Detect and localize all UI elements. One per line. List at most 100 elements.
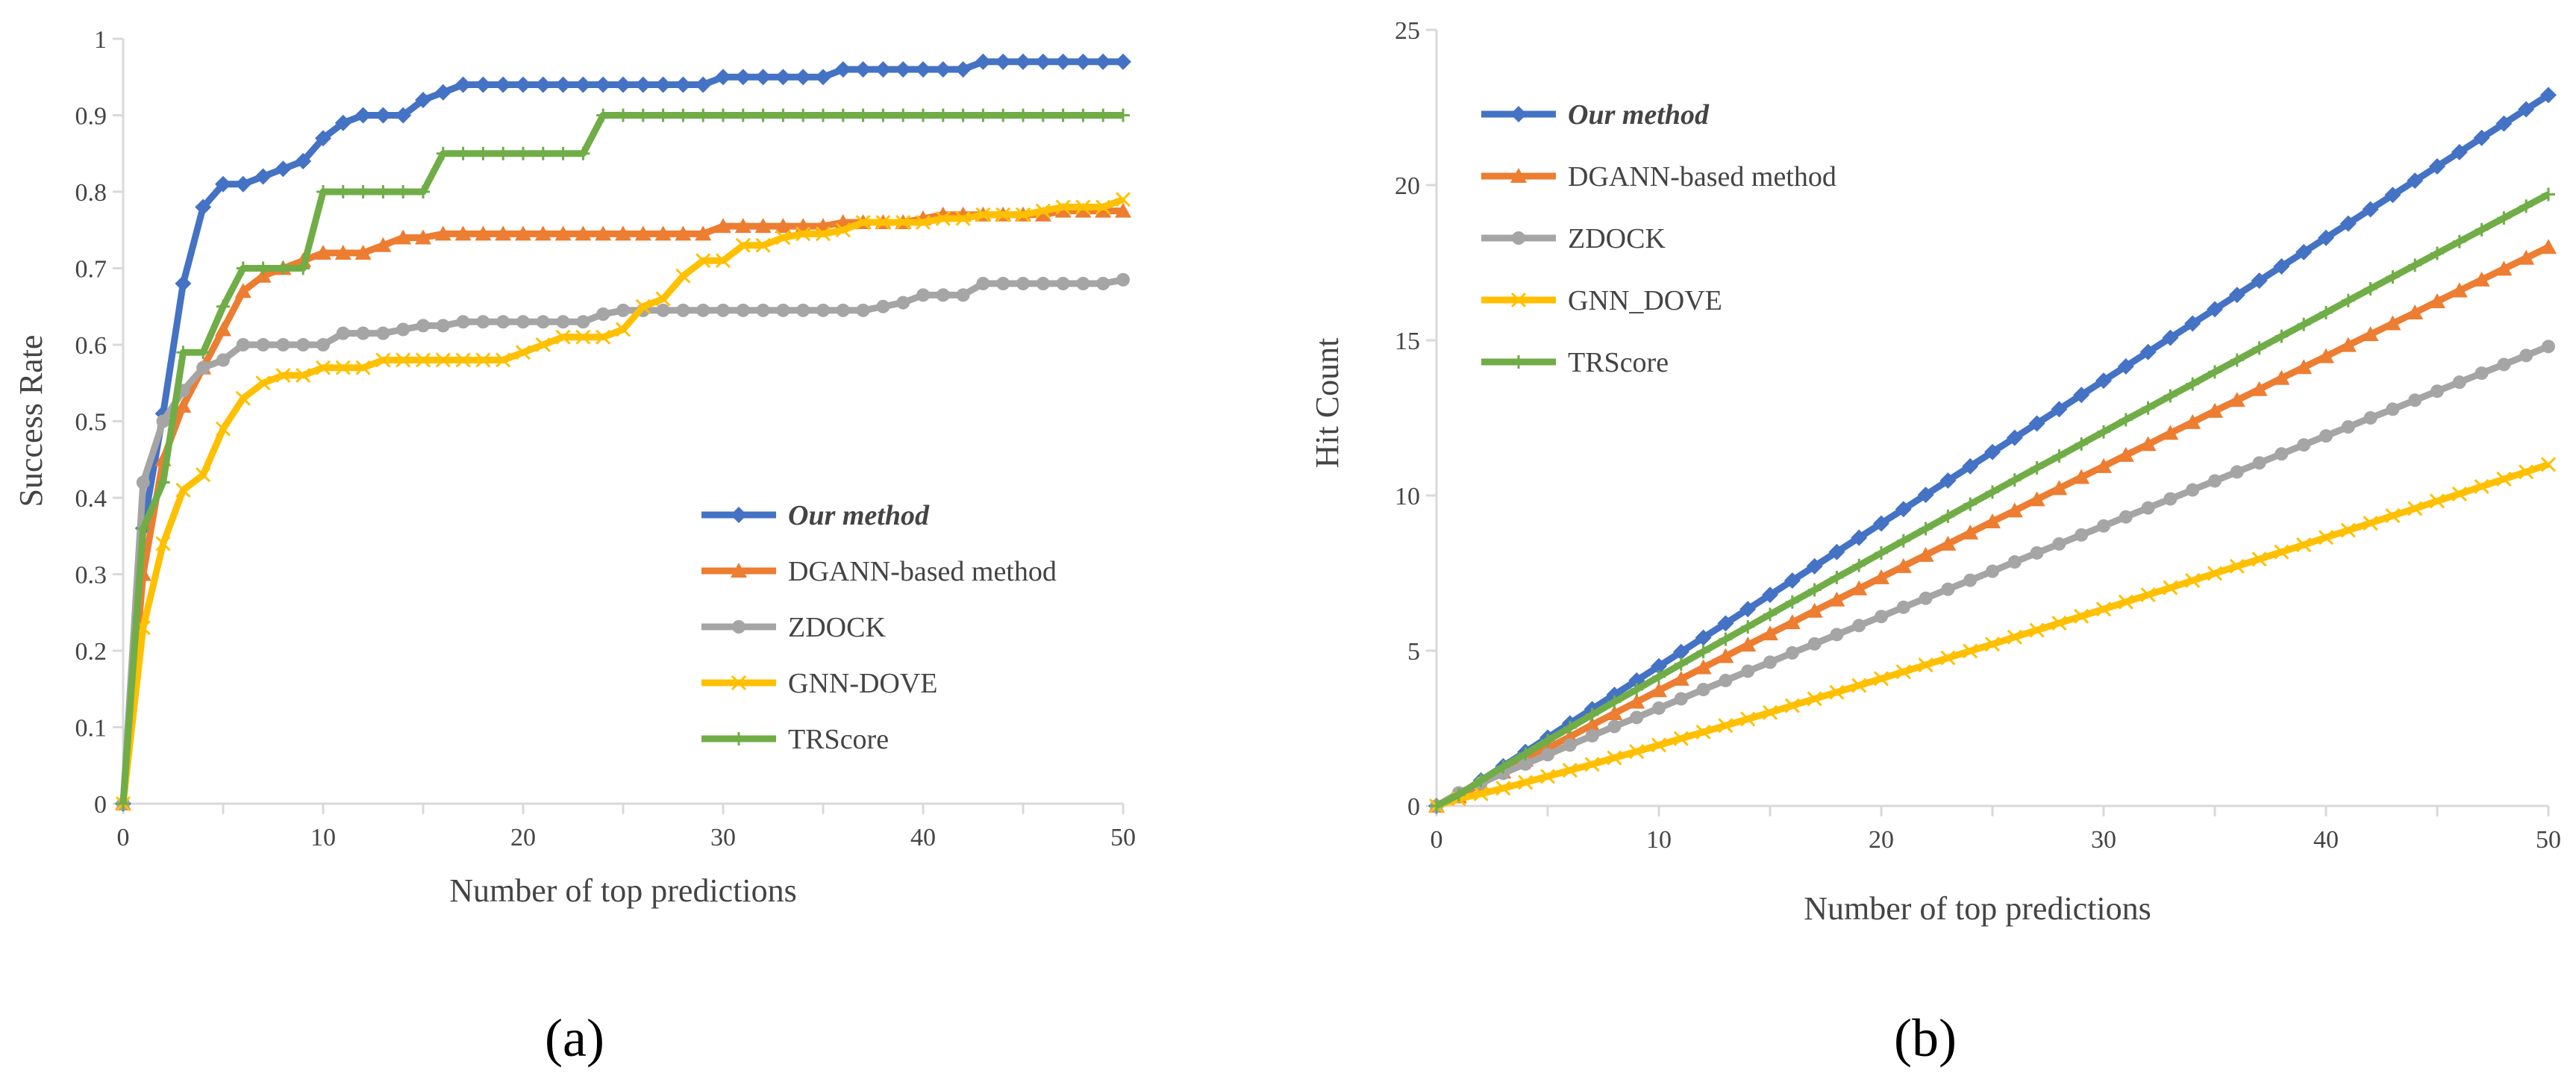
data-point [434,225,451,241]
data-point [2362,326,2379,342]
data-point [196,360,210,375]
x-tick-label: 50 [1110,824,1136,851]
x-tick-label: 30 [2091,826,2116,854]
data-point [1035,203,1051,219]
data-point [475,76,492,93]
data-point [696,108,710,122]
data-point [276,338,290,351]
data-point [896,108,910,122]
data-point [1473,786,1489,801]
data-point [2495,115,2513,132]
data-point [796,108,810,122]
data-point [1076,277,1090,290]
data-point [2030,460,2044,475]
data-point [356,185,370,198]
data-point [334,245,351,260]
data-point [935,210,951,226]
data-point [776,303,790,317]
legend-marker [732,732,745,745]
data-point [1115,53,1131,70]
data-point [2295,359,2313,375]
data-point [554,225,572,241]
data-point [575,329,591,345]
data-point [596,307,610,321]
x-axis-label-a: Number of top predictions [449,872,797,909]
data-point [775,230,791,246]
data-point [1941,509,1955,523]
data-point [2028,415,2045,432]
data-point [556,146,570,160]
data-point [495,352,511,368]
y-tick-label: 0.4 [75,485,107,513]
data-point [376,326,390,340]
data-point [254,267,272,283]
x-tick-label: 10 [310,824,336,851]
data-point [754,69,772,86]
data-point [2007,555,2022,569]
data-point [654,76,672,93]
panel-label-b: (b) [1894,1008,1957,1068]
legend-label: Our method [1568,99,1710,131]
data-point [2051,401,2068,418]
data-point [495,76,512,93]
data-point [315,245,331,260]
data-point [895,214,911,231]
data-point [476,315,490,329]
data-point [835,222,851,238]
x-tick-label: 50 [2536,826,2561,854]
data-point [136,475,150,490]
data-point [1939,535,1957,551]
data-point [1963,643,1978,659]
y-tick-label: 25 [1395,17,1420,45]
series-markers [1430,187,2555,813]
data-point [1717,648,1734,663]
data-point [2228,287,2245,304]
data-point [156,414,170,428]
data-point [236,338,250,351]
data-point [2318,348,2334,363]
data-point [2339,337,2357,352]
data-point [1896,600,1910,614]
data-point [275,160,292,178]
data-point [415,92,431,108]
data-point [736,108,750,122]
data-point [2474,478,2489,494]
data-point [715,218,731,234]
success-rate-chart: 0 0.1 0.2 0.3 0.4 0.5 0.6 0.7 0.8 0.9 1 0 10 20 30 40 5… [13,26,1136,909]
data-point [315,130,331,147]
y-tick-label: 0.1 [75,715,107,742]
data-point [175,398,192,413]
data-point [676,108,690,122]
data-point [795,226,811,242]
y-tick-label: 5 [1407,638,1420,666]
data-point [2451,143,2468,160]
data-point [1116,272,1130,287]
legend-marker [1510,168,1527,183]
data-point [2386,402,2400,416]
data-point [395,107,412,124]
data-point [1696,683,1710,696]
data-point [1519,757,1533,771]
legend-label: TRScore [1568,347,1669,378]
data-point [1585,707,1599,722]
data-point [756,303,770,317]
data-point [2429,493,2445,509]
data-point [315,360,331,375]
data-point [716,303,730,317]
data-point [534,225,551,241]
data-point [196,467,211,483]
data-point [354,245,372,260]
data-point [2518,101,2535,118]
data-point [836,303,850,317]
data-point [2186,377,2200,391]
data-point [2186,483,2200,497]
data-point [2496,471,2512,487]
data-point [2074,608,2089,624]
data-point [2229,558,2245,574]
legend-marker [1510,106,1527,122]
data-point [2207,301,2223,318]
y-tick-labels-b: 0 5 10 15 20 25 [1395,17,1420,821]
data-point [434,84,451,101]
data-point [2184,413,2201,429]
data-point [1829,684,1845,700]
